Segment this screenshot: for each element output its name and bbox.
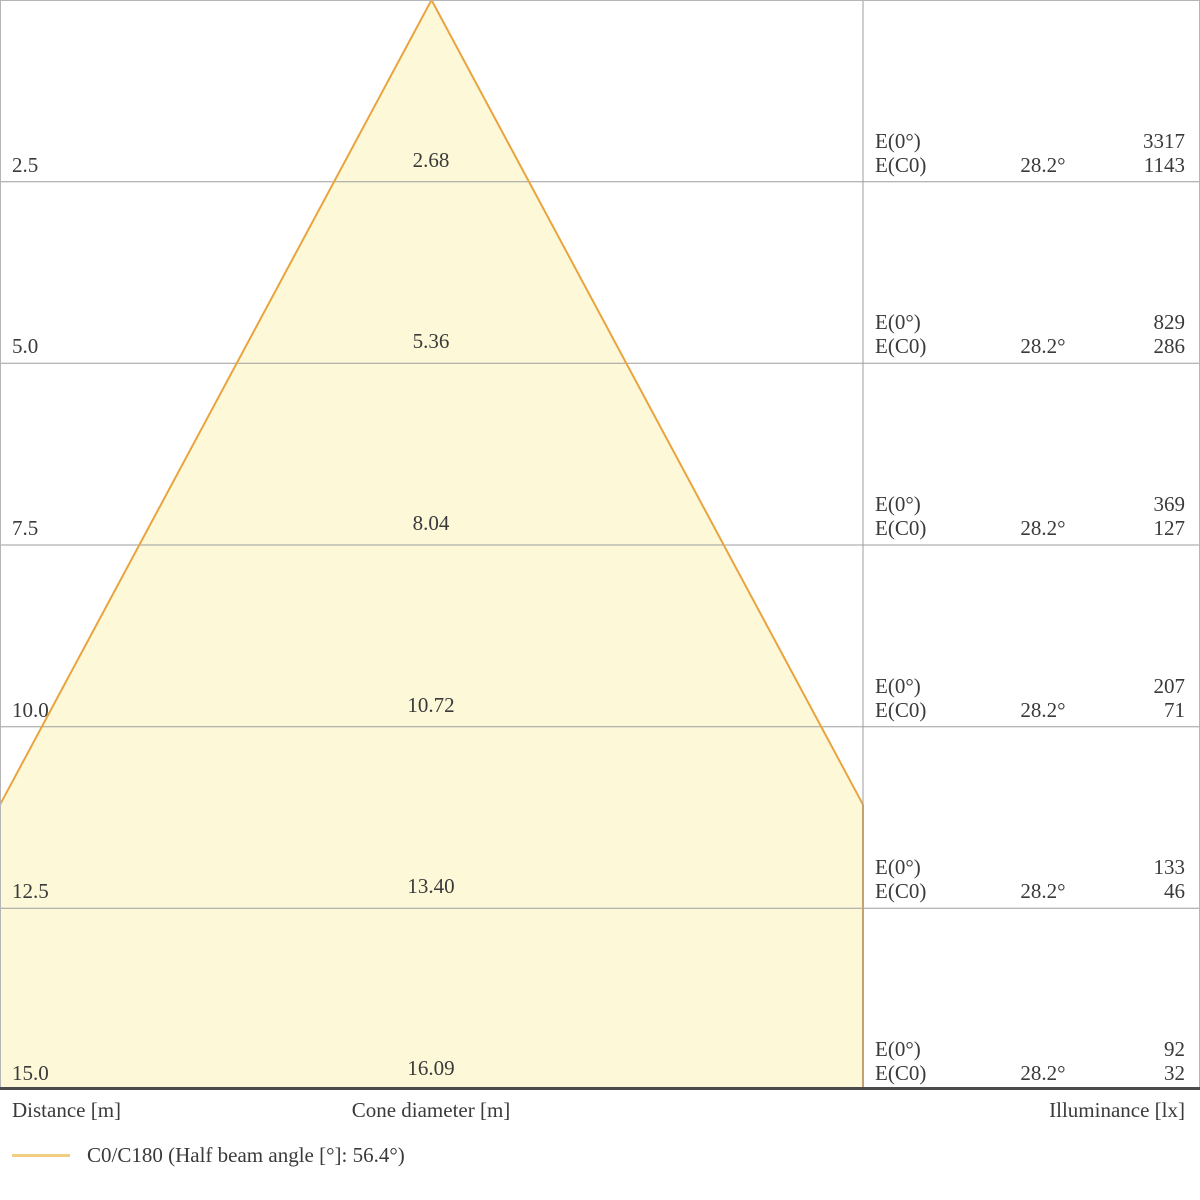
- legend-line-swatch: [12, 1153, 70, 1157]
- legend: C0/C180 (Half beam angle [°]: 56.4°): [12, 1140, 405, 1170]
- light-cone-chart: [0, 0, 1200, 1090]
- cone-diameter-axis-label: Cone diameter [m]: [351, 1098, 511, 1122]
- legend-label: C0/C180 (Half beam angle [°]: 56.4°): [87, 1142, 405, 1167]
- chart-area: 2.5 2.68 E(0°) 3317 E(C0) 28.2° 1143 5.0 5.36 E(0…: [0, 0, 1200, 1090]
- distance-axis-label: Distance [m]: [12, 1098, 122, 1122]
- axis-labels-row: Distance [m] Cone diameter [m] Illuminan…: [0, 1098, 1200, 1128]
- illuminance-axis-label: Illuminance [lx]: [1049, 1098, 1185, 1122]
